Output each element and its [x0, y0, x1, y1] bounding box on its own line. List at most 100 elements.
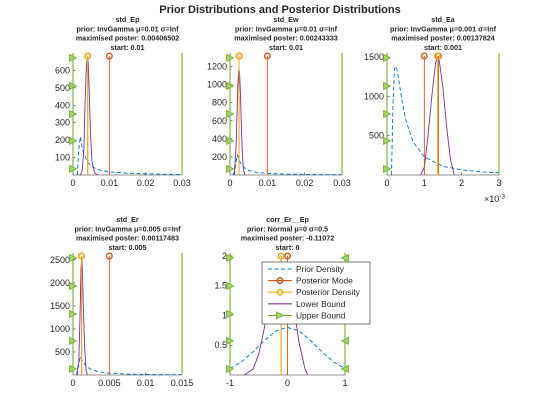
subplot-2: 0 0.01 0.02 0.03 200 400 600 800 1000 1200 std_Ewp… [207, 15, 351, 188]
legend-entry-label: Lower Bound [296, 299, 346, 309]
x-tick-label: 0 [384, 178, 389, 188]
y-tick-label: 200 [212, 152, 227, 162]
lower-bound-marker [226, 81, 235, 91]
subplot-title-line: prior: InvGamma μ=0.01 σ=Inf [235, 24, 338, 33]
y-tick-label: 500 [369, 131, 384, 141]
legend-entry-label: Posterior Mode [296, 276, 353, 286]
legend-swatch-marker [276, 277, 284, 285]
y-tick-label: 600 [55, 65, 70, 75]
prior-density-line [76, 136, 182, 175]
lower-bound-marker [226, 136, 235, 145]
y-tick-label: 1200 [207, 62, 227, 72]
lower-bound-marker [226, 164, 235, 174]
y-tick-label: 2500 [50, 255, 70, 265]
lower-bound-marker [69, 281, 78, 291]
y-tick-label: 1.5 [214, 281, 227, 291]
lower-bound-marker [383, 136, 392, 145]
x-tick-label: 1 [422, 178, 427, 188]
start-marker [263, 52, 271, 60]
y-tick-label: 500 [55, 83, 70, 93]
subplot-title-line: start: 0.01 [111, 43, 145, 52]
start-marker [105, 252, 113, 260]
x-tick-label: 0.015 [171, 378, 194, 388]
lower-bound-marker [226, 53, 235, 63]
subplot-title-line: maximised poster: 0.00137824 [391, 34, 494, 43]
lower-bound-marker [69, 53, 78, 63]
x-tick-label: -1 [226, 378, 234, 388]
legend-entry-label: Upper Bound [296, 310, 346, 320]
upper-bound-marker [340, 336, 349, 345]
subplot-title-line: maximised poster: -0.11072 [241, 234, 335, 243]
lower-bound-marker [69, 164, 78, 174]
y-tick-label: 2000 [50, 278, 70, 288]
x-tick-label: 0.03 [173, 178, 191, 188]
posterior-density-marker [277, 252, 285, 260]
subplot-title-line: start: 0.005 [109, 243, 147, 252]
y-tick-label: 600 [212, 116, 227, 126]
legend-entry-label: Posterior Density [296, 287, 361, 297]
subplot-title-line: maximised poster: 0.00406502 [76, 34, 179, 43]
lower-bound-marker [69, 364, 78, 374]
subplot-title-line: prior: Normal μ=0 σ=0.5 [247, 224, 328, 233]
lower-bound-marker [69, 81, 78, 91]
posterior-density-marker [78, 252, 86, 260]
subplot-title-line: prior: InvGamma μ=0.001 σ=Inf [390, 24, 497, 33]
lower-bound-marker [383, 53, 392, 63]
posterior-density-marker [433, 52, 441, 60]
prior-density-line [76, 355, 182, 375]
upper-bound-marker [340, 364, 349, 374]
y-tick-label: 1500 [364, 52, 384, 62]
subplot-title-line: std_Er [116, 215, 139, 224]
lower-bound-marker [226, 109, 235, 119]
start-marker [420, 52, 428, 60]
subplot-title-line: std_Ea [431, 15, 456, 24]
lower-bound-marker [226, 253, 235, 263]
subplot-title-line: prior: InvGamma μ=0.01 σ=Inf [77, 24, 180, 33]
posterior-density-marker [235, 52, 243, 60]
y-tick-label: 100 [55, 153, 70, 163]
start-marker [284, 252, 292, 260]
lower-bound-marker [226, 336, 235, 345]
y-tick-label: 2 [222, 251, 227, 261]
x-tick-label: 0.01 [137, 378, 155, 388]
start-marker [105, 52, 113, 60]
y-tick-label: 800 [212, 98, 227, 108]
x-tick-label: 0.01 [101, 178, 119, 188]
legend-entry-label: Prior Density [296, 264, 345, 274]
x-tick-label: 0.03 [333, 178, 351, 188]
lower-bound-marker [383, 109, 392, 119]
y-tick-label: 0.5 [214, 340, 227, 350]
x-tick-label: 0.005 [98, 378, 121, 388]
lower-bound-marker [383, 164, 392, 174]
subplot-title-line: start: 0.001 [424, 43, 462, 52]
lower-bound-marker [226, 309, 235, 319]
x-tick-label: 2 [459, 178, 464, 188]
lower-bound-marker [383, 81, 392, 91]
lower-bound-marker [69, 336, 78, 345]
x-tick-label: 0.02 [296, 178, 314, 188]
lower-bound-marker [69, 136, 78, 145]
plot-area [73, 253, 182, 375]
legend-swatch-marker [276, 288, 284, 296]
prior-density-line [391, 65, 499, 175]
plot-area [387, 53, 499, 175]
y-tick-label: 1 [222, 310, 227, 320]
plot-area [73, 53, 182, 175]
y-tick-label: 1000 [364, 91, 384, 101]
y-tick-label: 400 [55, 100, 70, 110]
y-tick-label: 1000 [207, 80, 227, 90]
subplot-title-line: start: 0.01 [269, 43, 303, 52]
lower-bound-marker [69, 253, 78, 263]
subplot-title-line: maximised poster: 0.00117483 [76, 234, 179, 243]
upper-bound-marker [340, 253, 349, 263]
subplot-title-line: std_Ep [116, 15, 141, 24]
y-tick-label: 200 [55, 135, 70, 145]
x-exponent-label: ×10-3 [484, 194, 505, 205]
subplot-title-line: maximised poster: 0.00243333 [234, 34, 337, 43]
plot-area [230, 53, 342, 175]
figure-suptitle: Prior Distributions and Posterior Distri… [159, 4, 400, 16]
prior-density-line [234, 153, 342, 175]
